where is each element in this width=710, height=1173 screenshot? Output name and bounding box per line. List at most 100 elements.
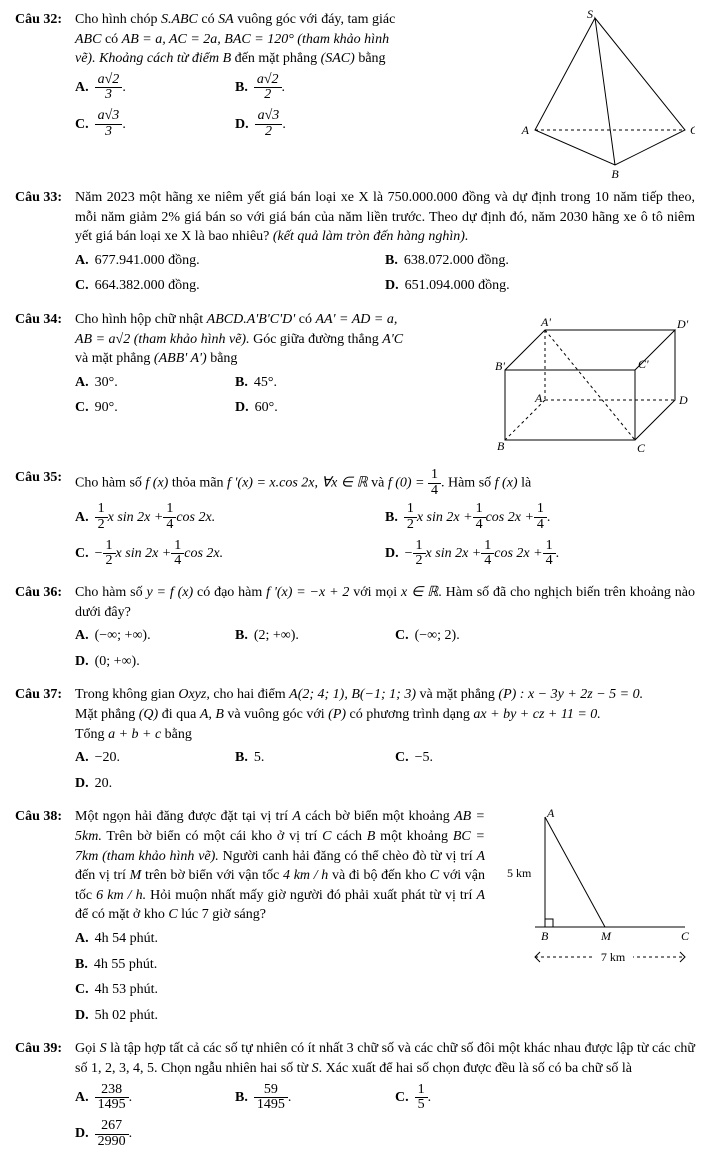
sa: SA (218, 12, 234, 27)
d: 2 (95, 518, 108, 533)
v6: 6 km / h. (96, 888, 146, 903)
n: 1 (473, 502, 486, 518)
q39-options: A.2381495. B.591495. C.15. D.2672990. (75, 1083, 695, 1156)
t: Mặt phẳng (75, 707, 139, 722)
t: có (101, 32, 121, 47)
q37-optB: B.5. (235, 748, 385, 768)
q38-optA: A.4h 54 phút. (75, 929, 275, 949)
t: và mặt phẳng (416, 687, 498, 702)
q36-optA: A.(−∞; +∞). (75, 626, 225, 646)
lbl: C. (75, 980, 89, 1000)
lbl: D. (235, 398, 249, 418)
lbl: A. (75, 1088, 89, 1108)
ab: A, B (200, 707, 224, 722)
t: Hỏi muộn nhất mấy giờ người đó phải xuất… (146, 888, 476, 903)
lbl: B. (235, 626, 248, 646)
f: 14 (543, 539, 556, 569)
lbl: A. (75, 626, 89, 646)
lblC: C. (75, 115, 89, 135)
lblA: A. (75, 78, 89, 98)
d: 5 (415, 1098, 428, 1113)
q35-options: A. 12x sin 2x + 14cos 2x. B. 12x sin 2x … (75, 502, 695, 575)
sac: (SAC) (321, 51, 355, 66)
d: 2 (413, 554, 426, 569)
t: bằng (161, 727, 192, 742)
question-36: Câu 36: Cho hàm số y = f (x) có đạo hàm … (15, 583, 695, 677)
pyramid-diagram: S A B C (515, 10, 695, 180)
q36-options: A.(−∞; +∞). B.(2; +∞). C.(−∞; 2). D.(0; … (75, 626, 695, 677)
fracD: a√32 (255, 109, 283, 139)
lbl-a: A (521, 123, 530, 137)
n: 1 (163, 502, 176, 518)
q38-text: Một ngọn hải đăng được đặt tại vị trí A … (75, 807, 485, 925)
lblD: D. (235, 115, 249, 135)
q35-optB: B. 12x sin 2x + 14cos 2x + 14. (385, 502, 685, 532)
fracB: a√22 (254, 73, 282, 103)
question-34: Câu 34: Cho hình hộp chữ nhật ABCD.A'B'C… (15, 310, 695, 460)
lbl: C. (75, 398, 89, 418)
q36-optB: B.(2; +∞). (235, 626, 385, 646)
q39-optD: D.2672990. (75, 1119, 225, 1149)
pp: (P) (328, 707, 346, 722)
t: trên bờ biển với vận tốc (141, 868, 283, 883)
f: 14 (163, 502, 176, 532)
lbl: A (546, 807, 555, 820)
q33-optC: C.664.382.000 đồng. (75, 276, 375, 296)
c: C (168, 907, 177, 922)
q32-label: Câu 32: (15, 10, 75, 180)
t: và (368, 475, 388, 490)
q38-figure: A B M C 5 km 7 km (495, 807, 695, 1031)
q36-optD: D.(0; +∞). (75, 652, 225, 672)
s: x sin 2x + (426, 544, 482, 564)
f: 12 (95, 502, 108, 532)
q38-optB: B.4h 55 phút. (75, 955, 275, 975)
lbl: A. (75, 748, 89, 768)
lbl: B. (235, 748, 248, 768)
q34-options: A.30°. B.45°. C.90°. D.60°. (75, 373, 475, 424)
q37-text: Trong không gian Oxyz, cho hai điểm A(2;… (75, 685, 695, 744)
n: 1 (103, 539, 116, 555)
q34-optA: A.30°. (75, 373, 225, 393)
t: có đạo hàm (193, 585, 266, 600)
t: bằng (355, 51, 386, 66)
t: Trên bờ biển có một cái kho ở vị trí (102, 829, 322, 844)
val: 5h 02 phút. (95, 1006, 158, 1026)
f: 14 (481, 539, 494, 569)
den: 3 (95, 88, 123, 103)
f: 14 (473, 502, 486, 532)
s: x sin 2x + (108, 508, 164, 528)
lbl: C. (395, 748, 409, 768)
dot: . (282, 115, 286, 135)
lbl: M (600, 929, 612, 943)
d: 4 (543, 554, 556, 569)
q33-optA: A.677.941.000 đồng. (75, 251, 375, 271)
fracC: a√33 (95, 109, 123, 139)
val: −5. (415, 748, 433, 768)
q33-text: Năm 2023 một hãng xe niêm yết giá bán lo… (75, 188, 695, 247)
eq: f '(x) = x.cos 2x, ∀x ∈ ℝ (227, 475, 368, 490)
q32-optD: D. a√32. (235, 109, 385, 139)
t: Góc giữa đường thẳng (250, 332, 383, 347)
lbl: B. (75, 955, 88, 975)
lbl-c: C (690, 123, 695, 137)
t: (tham khảo hình vẽ). (98, 849, 218, 864)
question-38: Câu 38: Một ngọn hải đăng được đặt tại v… (15, 807, 695, 1031)
s: S (312, 1061, 319, 1076)
q: (Q) (139, 707, 158, 722)
den: 2 (255, 125, 283, 140)
val: −20. (95, 748, 120, 768)
eq2: AB = a√2 (75, 332, 130, 347)
q32-text: Cho hình chóp S.ABC có SA vuông góc với … (75, 10, 505, 69)
c: C (430, 868, 439, 883)
den: 3 (95, 125, 123, 140)
n: 267 (95, 1119, 129, 1135)
sabc: S.ABC (161, 12, 198, 27)
f: 12 (103, 539, 116, 569)
lbl: D (678, 393, 688, 407)
t: vẽ). Khoảng cách từ điểm (75, 51, 223, 66)
t: (tham khảo hình vẽ). (130, 332, 249, 347)
t: . Hàm số (441, 475, 495, 490)
q32-optB: B.a√22. (235, 73, 385, 103)
lbl: 5 km (507, 866, 532, 880)
t: là (518, 475, 532, 490)
